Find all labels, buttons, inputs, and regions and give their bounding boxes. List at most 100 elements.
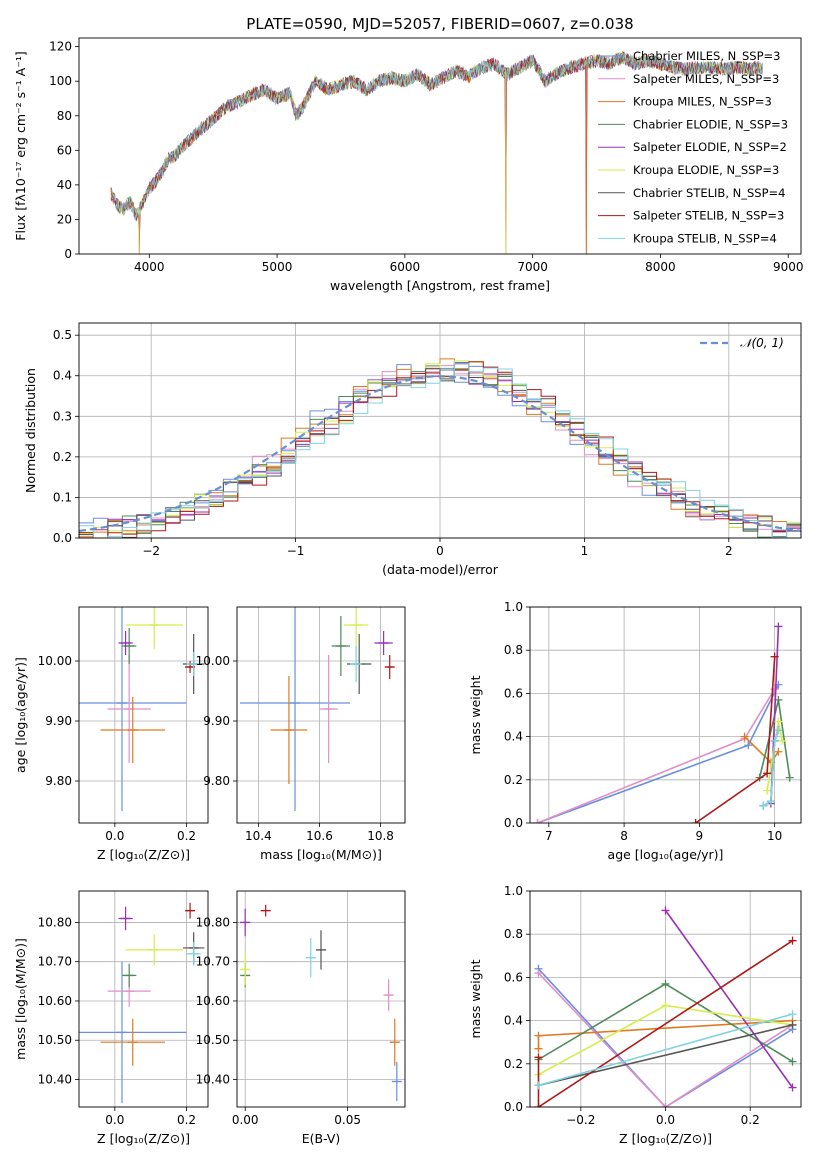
weight_vs_age-y-tick-label: 1.0 — [504, 600, 523, 614]
mass_vs_ebv-x-tick-label: 0.05 — [334, 1113, 361, 1127]
age_vs_mass-point-salpeter_miles — [319, 655, 338, 763]
residuals-x-tick-label: −2 — [142, 544, 160, 558]
age_vs_mass-y-tick-label: 9.90 — [203, 714, 230, 728]
age_vs_Z-y-tick-label: 10.00 — [38, 654, 72, 668]
weight_vs_age-marker-kroupa_elodie — [774, 717, 783, 726]
mass_vs_Z-y-tick-label: 10.70 — [38, 955, 72, 969]
age_vs_Z-panel: 0.0 0.2 9.80 9.90 10.00 Z [log₁₀(Z/Z⊙)] age [l… — [13, 606, 209, 862]
weight_vs_age-y-tick-label: 0.4 — [504, 730, 523, 744]
spectrum-y-tick-label: 40 — [57, 178, 72, 192]
mass_vs_ebv-y-tick-label: 10.60 — [196, 994, 230, 1008]
spectrum-legend: Chabrier MILES, N_SSP=3 Salpeter MILES, N… — [598, 49, 788, 245]
weight_vs_Z-panel: −0.2 0.0 0.2 0.0 0.2 0.4 0.6 0.8 1.0 Z [log₁₀(Z/Z… — [468, 884, 802, 1146]
residuals-panel: −2 −1 0 1 2 0.0 0.1 0.2 0.3 0.4 0.5 (data-model)/er… — [23, 322, 802, 577]
residuals-legend-label: 𝒩(0, 1) — [740, 336, 784, 350]
age_vs_mass-point-chabrier_miles — [240, 607, 351, 811]
weight_vs_age-y-tick-label: 0.8 — [504, 643, 523, 657]
weight_vs_Z-x-axis-label: Z [log₁₀(Z/Z⊙)] — [619, 1131, 712, 1146]
spectrum-plot-area — [110, 50, 763, 254]
mass_vs_ebv-point-kroupa_miles — [389, 1018, 400, 1066]
spectrum-x-tick-label: 6000 — [390, 260, 421, 274]
mass_vs_ebv-point-chabrier_miles — [391, 1061, 402, 1102]
mass_vs_Z-point-kroupa_stelib — [186, 942, 201, 966]
weight_vs_Z-y-axis-label: mass weight — [468, 959, 483, 1038]
residuals-hist-kroupa_stelib — [79, 362, 801, 538]
mass_vs_ebv-y-tick-label: 10.80 — [196, 915, 230, 929]
age_vs_mass-point-salpeter_stelib — [384, 655, 395, 679]
mass_vs_Z-point-kroupa_miles — [100, 1018, 165, 1066]
weight_vs_Z-marker-kroupa_miles — [534, 1031, 543, 1040]
age_vs_Z-point-chabrier_elodie — [122, 628, 137, 664]
residuals-y-tick-label: 0.5 — [53, 328, 72, 342]
mass_vs_ebv-plot-area — [240, 904, 402, 1102]
spectrum-y-tick-label: 20 — [57, 212, 72, 226]
mass_vs_ebv-x-axis-label: E(B-V) — [302, 1131, 341, 1146]
spectrum-x-tick-label: 9000 — [773, 260, 804, 274]
spectrum-y-tick-label: 60 — [57, 143, 72, 157]
spectrum-legend-label: Kroupa MILES, N_SSP=3 — [633, 95, 772, 109]
spectrum-frame — [78, 37, 802, 255]
weight_vs_Z-plot-area — [534, 906, 797, 1107]
age_vs_Z-y-axis-label: age [log₁₀(age/yr)] — [13, 657, 28, 773]
residuals-hist-salpeter_stelib — [79, 361, 801, 538]
mass_vs_ebv-point-chabrier_stelib — [316, 930, 326, 970]
spectrum-y-tick-label: 0 — [64, 247, 72, 261]
mass_vs_Z-frame — [78, 890, 209, 1108]
weight_vs_Z-marker-salpeter_stelib — [788, 936, 797, 945]
residuals-frame — [78, 322, 802, 539]
weight_vs_Z-marker-chabrier_elodie — [661, 979, 670, 988]
residuals-x-tick-label: 2 — [725, 544, 733, 558]
weight_vs_age-marker-kroupa_stelib — [766, 797, 775, 806]
spectrum-legend-label: Salpeter STELIB, N_SSP=3 — [633, 209, 784, 223]
mass_vs_Z-panel: 0.0 0.2 10.40 10.50 10.60 10.70 10.80 Z [log₁₀(… — [13, 890, 209, 1146]
spectrum-x-tick-label: 4000 — [134, 260, 165, 274]
residuals-y-tick-label: 0.3 — [53, 409, 72, 423]
weight_vs_Z-marker-kroupa_stelib — [788, 1010, 797, 1019]
residuals-x-axis-label: (data-model)/error — [382, 562, 499, 577]
age_vs_mass-y-tick-label: 9.80 — [203, 774, 230, 788]
weight_vs_Z-line-chabrier_stelib — [538, 1024, 793, 1087]
weight_vs_Z-marker-salpeter_elodie — [788, 1083, 797, 1092]
residuals-plot-area — [79, 358, 801, 538]
age_vs_Z-point-chabrier_miles — [79, 607, 187, 811]
spectrum-legend-label: Chabrier MILES, N_SSP=3 — [633, 49, 780, 63]
spectrum-legend-label: Salpeter ELODIE, N_SSP=2 — [633, 140, 787, 154]
mass_vs_ebv-point-salpeter_miles — [383, 979, 394, 1011]
mass_vs_ebv-point-salpeter_elodie — [240, 908, 251, 937]
mass_vs_ebv-point-salpeter_stelib — [260, 904, 271, 917]
weight_vs_age-line-chabrier_miles — [537, 684, 780, 823]
residuals-y-axis-label: Normed distribution — [23, 368, 38, 493]
age_vs_mass-frame — [236, 606, 406, 824]
weight_vs_Z-marker-chabrier_stelib — [788, 1020, 797, 1029]
spectrum-x-tick-label: 8000 — [645, 260, 676, 274]
weight_vs_Z-line-salpeter_miles — [537, 972, 793, 1107]
weight_vs_Z-y-tick-label: 0.8 — [504, 927, 523, 941]
weight_vs_age-marker-salpeter_stelib — [691, 819, 700, 823]
mass_vs_Z-y-axis-label: mass [log₁₀(M/M⊙)] — [13, 938, 28, 1060]
age_vs_Z-point-kroupa_elodie — [125, 607, 183, 649]
weight_vs_Z-x-tick-label: −0.2 — [566, 1113, 595, 1127]
age_vs_mass-point-salpeter_elodie — [374, 631, 393, 655]
weight_vs_Z-x-tick-label: 0.0 — [656, 1113, 675, 1127]
age_vs_mass-y-tick-label: 10.00 — [196, 654, 230, 668]
mass_vs_ebv-point-kroupa_elodie — [240, 953, 251, 986]
weight_vs_Z-marker-salpeter_miles — [661, 1103, 670, 1107]
weight_vs_age-marker-salpeter_elodie — [774, 622, 783, 631]
weight_vs_age-marker-chabrier_elodie — [785, 773, 794, 782]
residuals-y-tick-label: 0.2 — [53, 450, 72, 464]
weight_vs_Z-x-tick-label: 0.2 — [741, 1113, 760, 1127]
spectrum-series-kroupa_stelib — [110, 52, 763, 221]
spectrum-legend-label: Salpeter MILES, N_SSP=3 — [633, 72, 779, 86]
age_vs_Z-x-tick-label: 0.2 — [177, 829, 196, 843]
weight_vs_age-line-salpeter_stelib — [695, 656, 776, 823]
weight_vs_Z-marker-salpeter_elodie — [661, 906, 670, 915]
residuals-x-tick-label: 1 — [581, 544, 589, 558]
figure-title: PLATE=0590, MJD=52057, FIBERID=0607, z=0… — [246, 15, 633, 33]
weight_vs_Z-y-tick-label: 0.6 — [504, 970, 523, 984]
mass_vs_Z-x-tick-label: 0.0 — [105, 1113, 124, 1127]
weight_vs_Z-line-salpeter_stelib — [537, 940, 793, 1107]
weight_vs_age-marker-salpeter_miles — [533, 819, 542, 823]
weight_vs_age-frame — [529, 606, 802, 824]
mass_vs_Z-y-tick-label: 10.40 — [38, 1073, 72, 1087]
